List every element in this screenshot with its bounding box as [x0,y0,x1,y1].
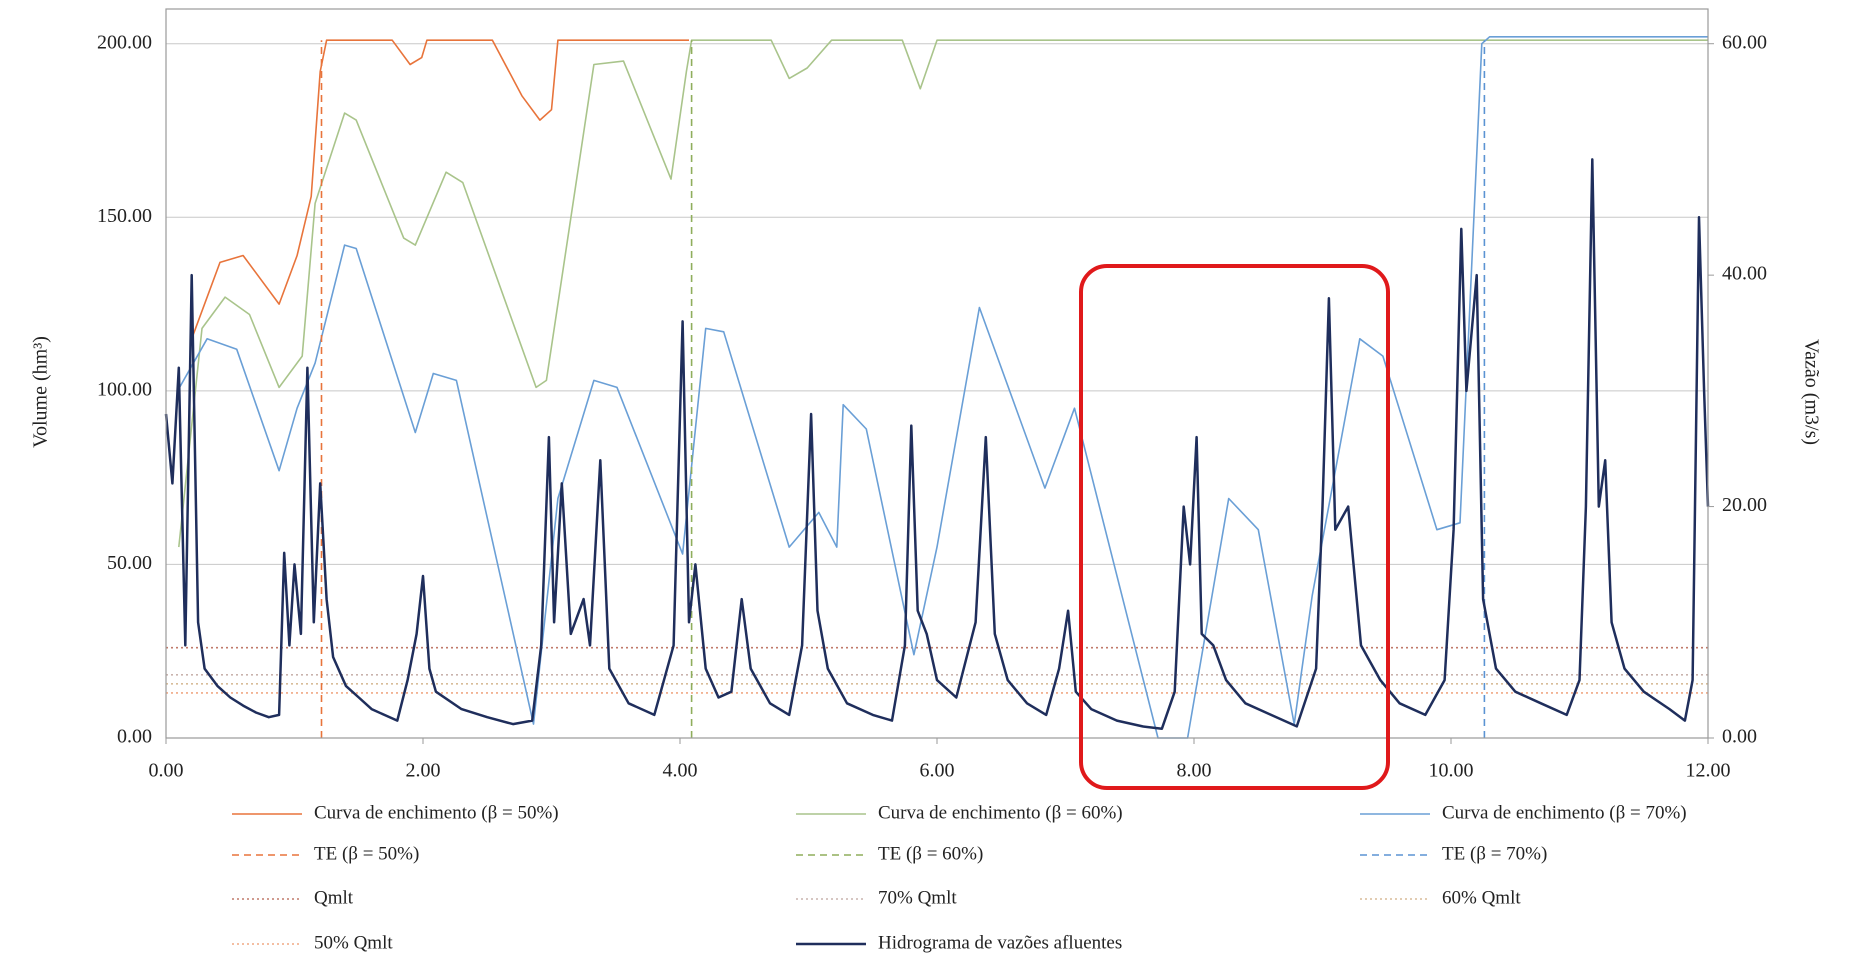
y-tick-label: 100.00 [97,378,152,400]
legend-label: 60% Qmlt [1442,887,1521,908]
series-line [176,36,1708,739]
x-tick-label: 10.00 [1429,760,1474,782]
x-tick-label: 12.00 [1686,760,1731,782]
y-axis-title: Volume (hm³) [30,336,52,448]
y2-tick-label: 40.00 [1722,263,1767,285]
x-tick-label: 0.00 [149,760,184,782]
y-tick-label: 0.00 [117,726,152,748]
y-tick-label: 50.00 [107,552,152,574]
legend-label: TE (β = 50%) [314,843,419,864]
legend-label: 50% Qmlt [314,932,393,953]
series-line [178,39,1708,548]
series-line [190,39,689,340]
y2-tick-label: 0.00 [1722,726,1757,748]
x-tick-label: 2.00 [406,760,441,782]
plot-area [164,36,1710,739]
series-line [164,158,1710,730]
highlight-box [1079,264,1390,790]
legend-label: Curva de enchimento (β = 50%) [314,802,559,823]
y-tick-label: 150.00 [97,205,152,227]
legend-label: Curva de enchimento (β = 70%) [1442,802,1687,823]
y2-axis-title: Vazão (m3/s) [1800,339,1822,445]
legend-label: Curva de enchimento (β = 60%) [878,802,1123,823]
x-tick-label: 6.00 [920,760,955,782]
legend-label: Hidrograma de vazões afluentes [878,932,1122,953]
legend-label: 70% Qmlt [878,887,957,908]
legend-label: Qmlt [314,887,354,908]
y2-tick-label: 20.00 [1722,494,1767,516]
x-tick-label: 8.00 [1177,760,1212,782]
legend: Curva de enchimento (β = 50%) Curva de en… [232,802,1687,953]
y2-tick-label: 60.00 [1722,31,1767,53]
y-tick-label: 200.00 [97,31,152,53]
legend-label: TE (β = 70%) [1442,843,1547,864]
x-tick-label: 4.00 [663,760,698,782]
legend-label: TE (β = 60%) [878,843,983,864]
